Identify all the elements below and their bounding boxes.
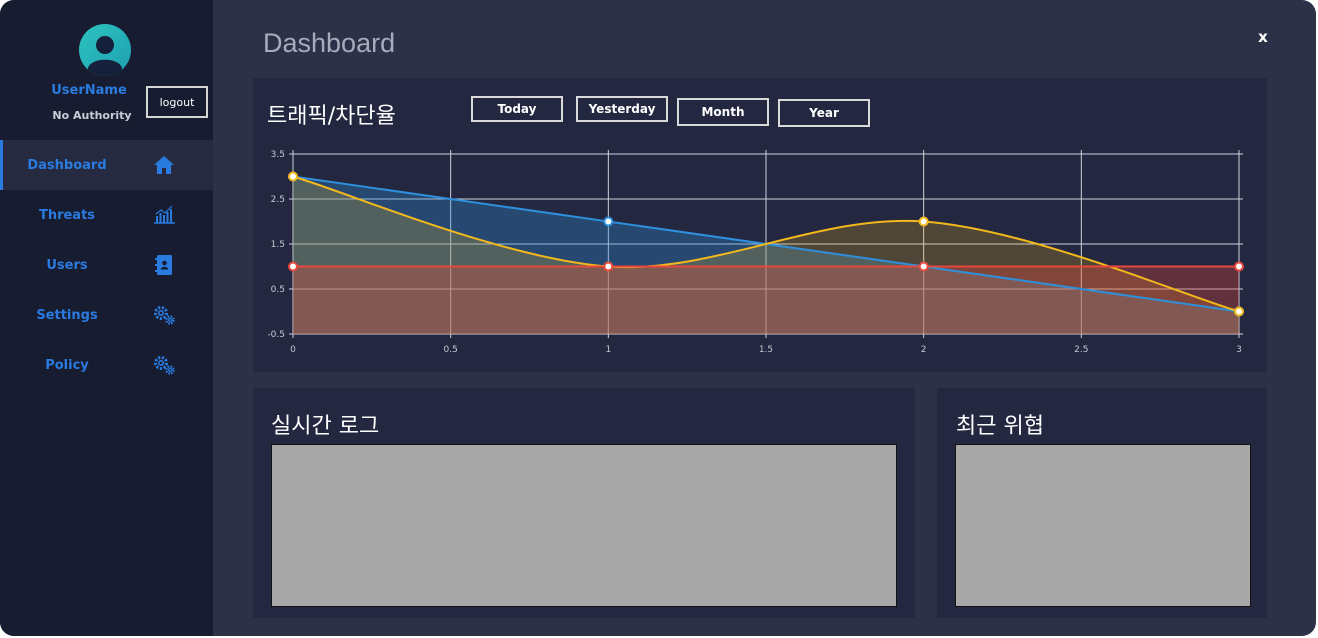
logout-button[interactable]: logout <box>146 86 208 118</box>
traffic-card: 트래픽/차단율 Today Yesterday Month Year 0 0.5 1… <box>253 78 1267 372</box>
y-tick-label: 2.5 <box>271 195 285 205</box>
close-button[interactable]: x <box>1258 28 1268 46</box>
sidebar-item-dashboard[interactable]: Dashboard <box>0 140 213 190</box>
x-tick-label: 0.5 <box>444 345 458 355</box>
sidebar-nav: Dashboard Threats Users <box>0 140 213 390</box>
x-tick-label: 2 <box>921 345 927 355</box>
sidebar-item-label: Users <box>46 257 88 273</box>
y-tick-label: 0.5 <box>271 285 285 295</box>
range-yesterday-button[interactable]: Yesterday <box>576 96 668 122</box>
data-point <box>1234 306 1244 317</box>
avatar <box>79 24 131 76</box>
sidebar-item-policy[interactable]: Policy <box>0 340 213 390</box>
x-tick-label: 1.5 <box>759 345 773 355</box>
realtime-log-title: 실시간 로그 <box>271 414 380 439</box>
data-point <box>918 261 929 272</box>
realtime-log-card: 실시간 로그 <box>253 388 915 618</box>
range-month-button[interactable]: Month <box>677 98 769 126</box>
series-area <box>293 176 1239 334</box>
sidebar-item-label: Dashboard <box>27 157 107 173</box>
x-tick-label: 3 <box>1236 345 1242 355</box>
user-authority: No Authority <box>52 109 132 122</box>
data-point <box>918 216 929 227</box>
sidebar: UserName No Authority logout Dashboard T… <box>0 0 213 636</box>
traffic-title: 트래픽/차단율 <box>267 104 396 129</box>
series-area <box>293 176 1239 334</box>
contact-book-icon <box>155 255 172 275</box>
sidebar-item-threats[interactable]: Threats <box>0 190 213 240</box>
x-tick-label: 2.5 <box>1074 345 1088 355</box>
sidebar-item-label: Settings <box>36 307 98 323</box>
data-point <box>1234 261 1244 272</box>
recent-threats-title: 최근 위협 <box>956 414 1044 439</box>
gears-icon <box>154 356 175 375</box>
sidebar-item-users[interactable]: Users <box>0 240 213 290</box>
data-point <box>288 171 298 182</box>
realtime-log-panel[interactable] <box>271 444 897 607</box>
data-point <box>603 216 614 227</box>
y-tick-label: -0.5 <box>267 330 285 340</box>
home-icon <box>154 156 174 174</box>
gears-icon <box>154 306 175 325</box>
bar-chart-icon <box>154 205 175 224</box>
series-area <box>293 266 1239 334</box>
user-icon <box>88 36 122 76</box>
y-tick-label: 3.5 <box>271 150 285 160</box>
data-point <box>288 261 298 272</box>
page-title: Dashboard <box>263 28 396 58</box>
x-tick-label: 1 <box>605 345 611 355</box>
sidebar-item-settings[interactable]: Settings <box>0 290 213 340</box>
range-year-button[interactable]: Year <box>778 99 870 127</box>
x-tick-label: 0 <box>290 345 296 355</box>
data-point <box>603 261 614 272</box>
traffic-chart: 0 0.5 1 1.5 2 2.5 3 3.5 2.5 1.5 0.5 -0.5 <box>267 150 1244 355</box>
sidebar-item-label: Policy <box>45 357 89 373</box>
recent-threats-card: 최근 위협 <box>937 388 1267 618</box>
y-tick-label: 1.5 <box>271 240 285 250</box>
range-today-button[interactable]: Today <box>471 96 563 122</box>
recent-threats-panel[interactable] <box>955 444 1251 607</box>
sidebar-item-label: Threats <box>38 207 96 223</box>
series-line <box>292 175 1240 313</box>
username: UserName <box>51 83 127 98</box>
